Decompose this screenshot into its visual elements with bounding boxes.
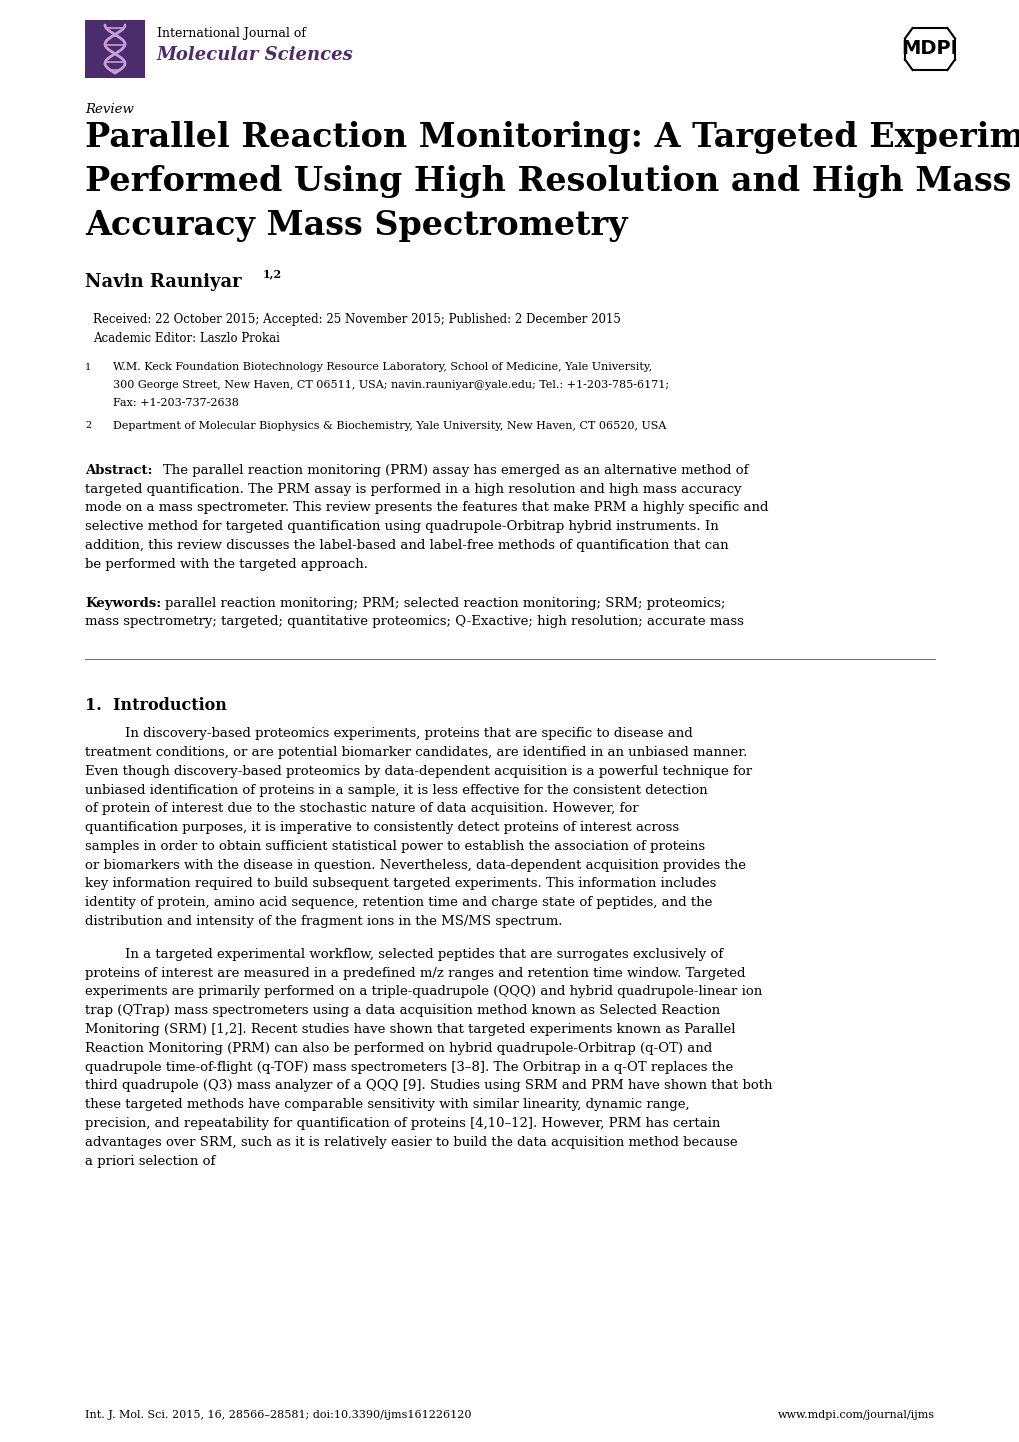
Text: third quadrupole (Q3) mass analyzer of a QQQ [9]. Studies using SRM and PRM have: third quadrupole (Q3) mass analyzer of a… bbox=[85, 1080, 771, 1093]
Text: 1,2: 1,2 bbox=[263, 268, 282, 278]
Text: www.mdpi.com/journal/ijms: www.mdpi.com/journal/ijms bbox=[777, 1410, 934, 1420]
Text: these targeted methods have comparable sensitivity with similar linearity, dynam: these targeted methods have comparable s… bbox=[85, 1099, 689, 1112]
Text: or biomarkers with the disease in question. Nevertheless, data-dependent acquisi: or biomarkers with the disease in questi… bbox=[85, 858, 745, 872]
Text: trap (QTrap) mass spectrometers using a data acquisition method known as Selecte: trap (QTrap) mass spectrometers using a … bbox=[85, 1004, 719, 1017]
Text: be performed with the targeted approach.: be performed with the targeted approach. bbox=[85, 558, 368, 571]
Text: experiments are primarily performed on a triple-quadrupole (QQQ) and hybrid quad: experiments are primarily performed on a… bbox=[85, 985, 761, 998]
Text: Parallel Reaction Monitoring: A Targeted Experiment: Parallel Reaction Monitoring: A Targeted… bbox=[85, 121, 1019, 154]
Text: Academic Editor: Laszlo Prokai: Academic Editor: Laszlo Prokai bbox=[93, 333, 279, 346]
Text: Accuracy Mass Spectrometry: Accuracy Mass Spectrometry bbox=[85, 209, 627, 242]
Text: treatment conditions, or are potential biomarker candidates, are identified in a: treatment conditions, or are potential b… bbox=[85, 746, 747, 758]
Text: Monitoring (SRM) [1,2]. Recent studies have shown that targeted experiments know: Monitoring (SRM) [1,2]. Recent studies h… bbox=[85, 1024, 735, 1037]
Text: International Journal of: International Journal of bbox=[157, 27, 306, 40]
Text: The parallel reaction monitoring (PRM) assay has emerged as an alternative metho: The parallel reaction monitoring (PRM) a… bbox=[163, 464, 748, 477]
Text: In a targeted experimental workflow, selected peptides that are surrogates exclu: In a targeted experimental workflow, sel… bbox=[125, 947, 722, 960]
Text: Reaction Monitoring (PRM) can also be performed on hybrid quadrupole-Orbitrap (q: Reaction Monitoring (PRM) can also be pe… bbox=[85, 1043, 711, 1056]
Text: distribution and intensity of the fragment ions in the MS/MS spectrum.: distribution and intensity of the fragme… bbox=[85, 916, 561, 929]
Text: Department of Molecular Biophysics & Biochemistry, Yale University, New Haven, C: Department of Molecular Biophysics & Bio… bbox=[113, 421, 665, 431]
Text: advantages over SRM, such as it is relatively easier to build the data acquisiti: advantages over SRM, such as it is relat… bbox=[85, 1136, 737, 1149]
Text: In discovery-based proteomics experiments, proteins that are specific to disease: In discovery-based proteomics experiment… bbox=[125, 727, 692, 740]
Text: 1: 1 bbox=[85, 362, 91, 372]
Text: Fax: +1-203-737-2638: Fax: +1-203-737-2638 bbox=[113, 398, 238, 408]
Text: mode on a mass spectrometer. This review presents the features that make PRM a h: mode on a mass spectrometer. This review… bbox=[85, 502, 767, 515]
Text: of protein of interest due to the stochastic nature of data acquisition. However: of protein of interest due to the stocha… bbox=[85, 802, 638, 815]
Text: quantification purposes, it is imperative to consistently detect proteins of int: quantification purposes, it is imperativ… bbox=[85, 820, 679, 833]
Text: Molecular Sciences: Molecular Sciences bbox=[157, 46, 354, 63]
Text: Review: Review bbox=[85, 102, 133, 115]
Text: proteins of interest are measured in a predefined m/z ranges and retention time : proteins of interest are measured in a p… bbox=[85, 966, 745, 979]
Text: unbiased identification of proteins in a sample, it is less effective for the co: unbiased identification of proteins in a… bbox=[85, 783, 707, 796]
Text: parallel reaction monitoring; PRM; selected reaction monitoring; SRM; proteomics: parallel reaction monitoring; PRM; selec… bbox=[165, 597, 725, 610]
Text: precision, and repeatability for quantification of proteins [4,10–12]. However, : precision, and repeatability for quantif… bbox=[85, 1118, 719, 1131]
Text: identity of protein, amino acid sequence, retention time and charge state of pep: identity of protein, amino acid sequence… bbox=[85, 897, 711, 910]
Text: MDPI: MDPI bbox=[901, 39, 958, 58]
Text: a priori selection of: a priori selection of bbox=[85, 1155, 215, 1168]
Text: 300 George Street, New Haven, CT 06511, USA; navin.rauniyar@yale.edu; Tel.: +1-2: 300 George Street, New Haven, CT 06511, … bbox=[113, 381, 668, 391]
Text: Navin Rauniyar: Navin Rauniyar bbox=[85, 273, 248, 291]
Text: 2: 2 bbox=[85, 421, 91, 430]
Text: mass spectrometry; targeted; quantitative proteomics; Q-Exactive; high resolutio: mass spectrometry; targeted; quantitativ… bbox=[85, 616, 743, 629]
Text: Abstract:: Abstract: bbox=[85, 464, 153, 477]
Text: Int. J. Mol. Sci. 2015, 16, 28566–28581; doi:10.3390/ijms161226120: Int. J. Mol. Sci. 2015, 16, 28566–28581;… bbox=[85, 1410, 471, 1420]
Text: targeted quantification. The PRM assay is performed in a high resolution and hig: targeted quantification. The PRM assay i… bbox=[85, 483, 741, 496]
Text: key information required to build subsequent targeted experiments. This informat: key information required to build subseq… bbox=[85, 878, 715, 891]
Text: Even though discovery-based proteomics by data-dependent acquisition is a powerf: Even though discovery-based proteomics b… bbox=[85, 764, 751, 777]
Text: Performed Using High Resolution and High Mass: Performed Using High Resolution and High… bbox=[85, 164, 1011, 198]
Text: selective method for targeted quantification using quadrupole-Orbitrap hybrid in: selective method for targeted quantifica… bbox=[85, 521, 718, 534]
Text: samples in order to obtain sufficient statistical power to establish the associa: samples in order to obtain sufficient st… bbox=[85, 839, 704, 852]
Text: Keywords:: Keywords: bbox=[85, 597, 161, 610]
Text: addition, this review discusses the label-based and label-free methods of quanti: addition, this review discusses the labe… bbox=[85, 539, 728, 552]
Text: W.M. Keck Foundation Biotechnology Resource Laboratory, School of Medicine, Yale: W.M. Keck Foundation Biotechnology Resou… bbox=[113, 362, 651, 372]
Text: 1.  Introduction: 1. Introduction bbox=[85, 696, 226, 714]
Bar bbox=[85, 20, 145, 78]
Text: Received: 22 October 2015; Accepted: 25 November 2015; Published: 2 December 201: Received: 22 October 2015; Accepted: 25 … bbox=[93, 313, 621, 326]
Text: quadrupole time-of-flight (q-TOF) mass spectrometers [3–8]. The Orbitrap in a q-: quadrupole time-of-flight (q-TOF) mass s… bbox=[85, 1061, 733, 1074]
